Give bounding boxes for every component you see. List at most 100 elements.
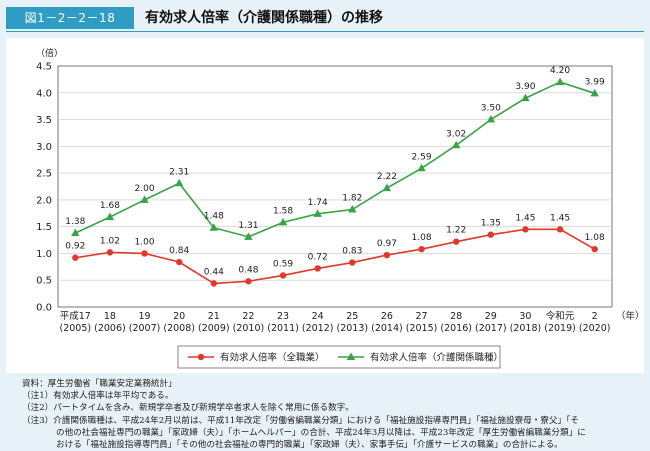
series-1-point [106,249,114,256]
series-2-data-label: 3.99 [585,77,605,87]
x-tick-label-year: (2006) [94,323,126,334]
x-tick-label-year: (2009) [198,323,230,334]
note-1: （注1）有効求人倍率は年平均である。 [22,391,174,402]
series-2-data-label: 2.22 [377,172,397,182]
y-tick-label: 4.0 [36,88,52,99]
series-2-point [105,212,115,221]
figure-header: 図1－2－2－18 有効求人倍率（介護関係職種）の推移 [0,0,650,34]
series-1-data-label: 0.48 [238,265,258,275]
series-2-point [209,223,219,231]
series-1-data-label: 1.45 [515,213,535,223]
x-tick-label-era: 24 [312,311,324,322]
series-1-data-label: 0.44 [204,267,224,277]
series-1-data-label: 0.84 [169,246,189,256]
series-1-data-label: 0.83 [342,247,362,257]
x-tick-label-year: (2010) [233,323,265,334]
series-1-point [522,226,529,233]
x-tick-label-year: (2005) [60,323,92,334]
x-tick-label-era: 2 [592,311,598,322]
series-2-point [590,88,599,97]
series-2-point [71,228,80,237]
chart-panel [6,38,644,373]
series-2-point [244,232,253,240]
note-3-line-2: の他の社会福祉専門の職業」「家政婦（夫）」「ホームヘルパー」の合計、平成24年3… [56,427,586,438]
series-1-data-label: 1.00 [135,237,155,247]
x-tick-label-year: (2007) [129,323,161,334]
y-tick-label: 4.5 [36,62,52,73]
series-line-1 [75,228,596,285]
series-2-point [174,178,184,187]
series-2-data-label: 1.74 [308,198,328,208]
x-tick-label-year: (2008) [163,323,195,334]
x-tick-label-era: 22 [242,311,254,322]
series-1-data-label: 0.92 [65,242,85,252]
series-1-data-label: 1.35 [481,219,501,229]
series-1-point [141,250,148,257]
series-2-data-label: 1.38 [65,217,85,227]
series-1-point [452,238,460,245]
series-1-point [418,245,425,253]
y-tick-label: 3.5 [36,115,52,126]
x-tick-label-year: (2020) [579,323,611,334]
series-2-data-label: 3.50 [481,104,501,114]
series-2-data-label: 1.68 [100,201,120,211]
x-tick-label-era: 30 [519,311,531,322]
series-2-data-label: 4.20 [550,66,570,76]
series-1-point [556,226,564,233]
series-1-point [591,245,598,253]
y-tick-label: 1.5 [36,222,52,233]
source-note: 資料：厚生労働省「職業安定業務統計」 [22,379,177,389]
x-tick-label-era: 25 [346,311,358,322]
series-1-data-label: 0.97 [377,239,397,249]
series-1-data-label: 1.02 [100,236,120,246]
series-2-data-label: 1.31 [238,221,258,231]
series-1-point [349,259,356,266]
series-1-point [487,231,495,238]
legend-label-2: 有効求人倍率（介護関係職種） [370,352,503,364]
series-1-data-label: 1.22 [446,226,466,236]
x-tick-label-year: (2015) [406,323,438,334]
series-line-2 [74,81,595,238]
series-1-point [383,251,391,259]
series-2-point [555,77,565,86]
series-1-point [245,278,252,285]
note-2: （注2）パートタイムを含み、新規学卒者及び新規学卒者求人を除く常用に係る数字。 [22,403,354,414]
series-2-data-label: 2.31 [169,167,189,177]
series-2-point [417,163,426,172]
x-tick-label-era: 19 [139,311,151,322]
series-1-data-label: 1.08 [585,233,605,243]
series-2-point [521,93,530,102]
y-tick-label: 0.0 [36,303,52,314]
x-tick-label-era: 平成17 [60,310,91,322]
x-tick-label-era: 令和元 [546,310,575,322]
y-tick-label: 2.0 [36,195,52,206]
series-2-data-label: 2.59 [412,152,432,162]
header-rule [6,31,644,32]
note-3-line-1: （注3）介護関係職種は、平成24年2月以前は、平成11年改定「労働省編職業分類」… [22,415,580,426]
series-2-point [382,183,392,192]
note-3-line-3: おける「福祉施設指導専門員」「その他の社会福祉の専門的職業」「家政婦（夫）、家事… [56,440,563,451]
x-tick-label-era: 28 [450,311,462,322]
series-1-point [175,258,183,266]
series-1-data-label: 1.08 [412,233,432,243]
series-2-point [348,205,357,213]
y-tick-label: 2.5 [36,169,52,180]
line-chart: 0.00.51.01.52.02.53.03.54.04.5（倍）平成17(20… [36,47,645,369]
series-2-point [140,195,149,203]
series-2-data-label: 1.82 [342,194,362,204]
series-1-data-label: 1.45 [550,213,570,223]
series-2-point [451,140,461,149]
series-2-data-label: 1.48 [204,212,224,222]
x-axis-unit: （年） [616,310,645,322]
chart-notes: 資料：厚生労働省「職業安定業務統計」 （注1）有効求人倍率は年平均である。 （注… [22,378,644,451]
plot-frame [57,65,613,308]
series-1-point [210,280,218,287]
x-tick-label-era: 23 [277,311,289,322]
x-tick-label-era: 26 [381,311,393,322]
y-tick-label: 3.0 [36,142,52,153]
x-tick-label-year: (2016) [440,323,472,334]
series-2-point [278,217,288,226]
series-1-point [314,265,321,272]
legend-marker-2 [346,352,356,360]
series-2-data-label: 3.90 [515,82,535,92]
